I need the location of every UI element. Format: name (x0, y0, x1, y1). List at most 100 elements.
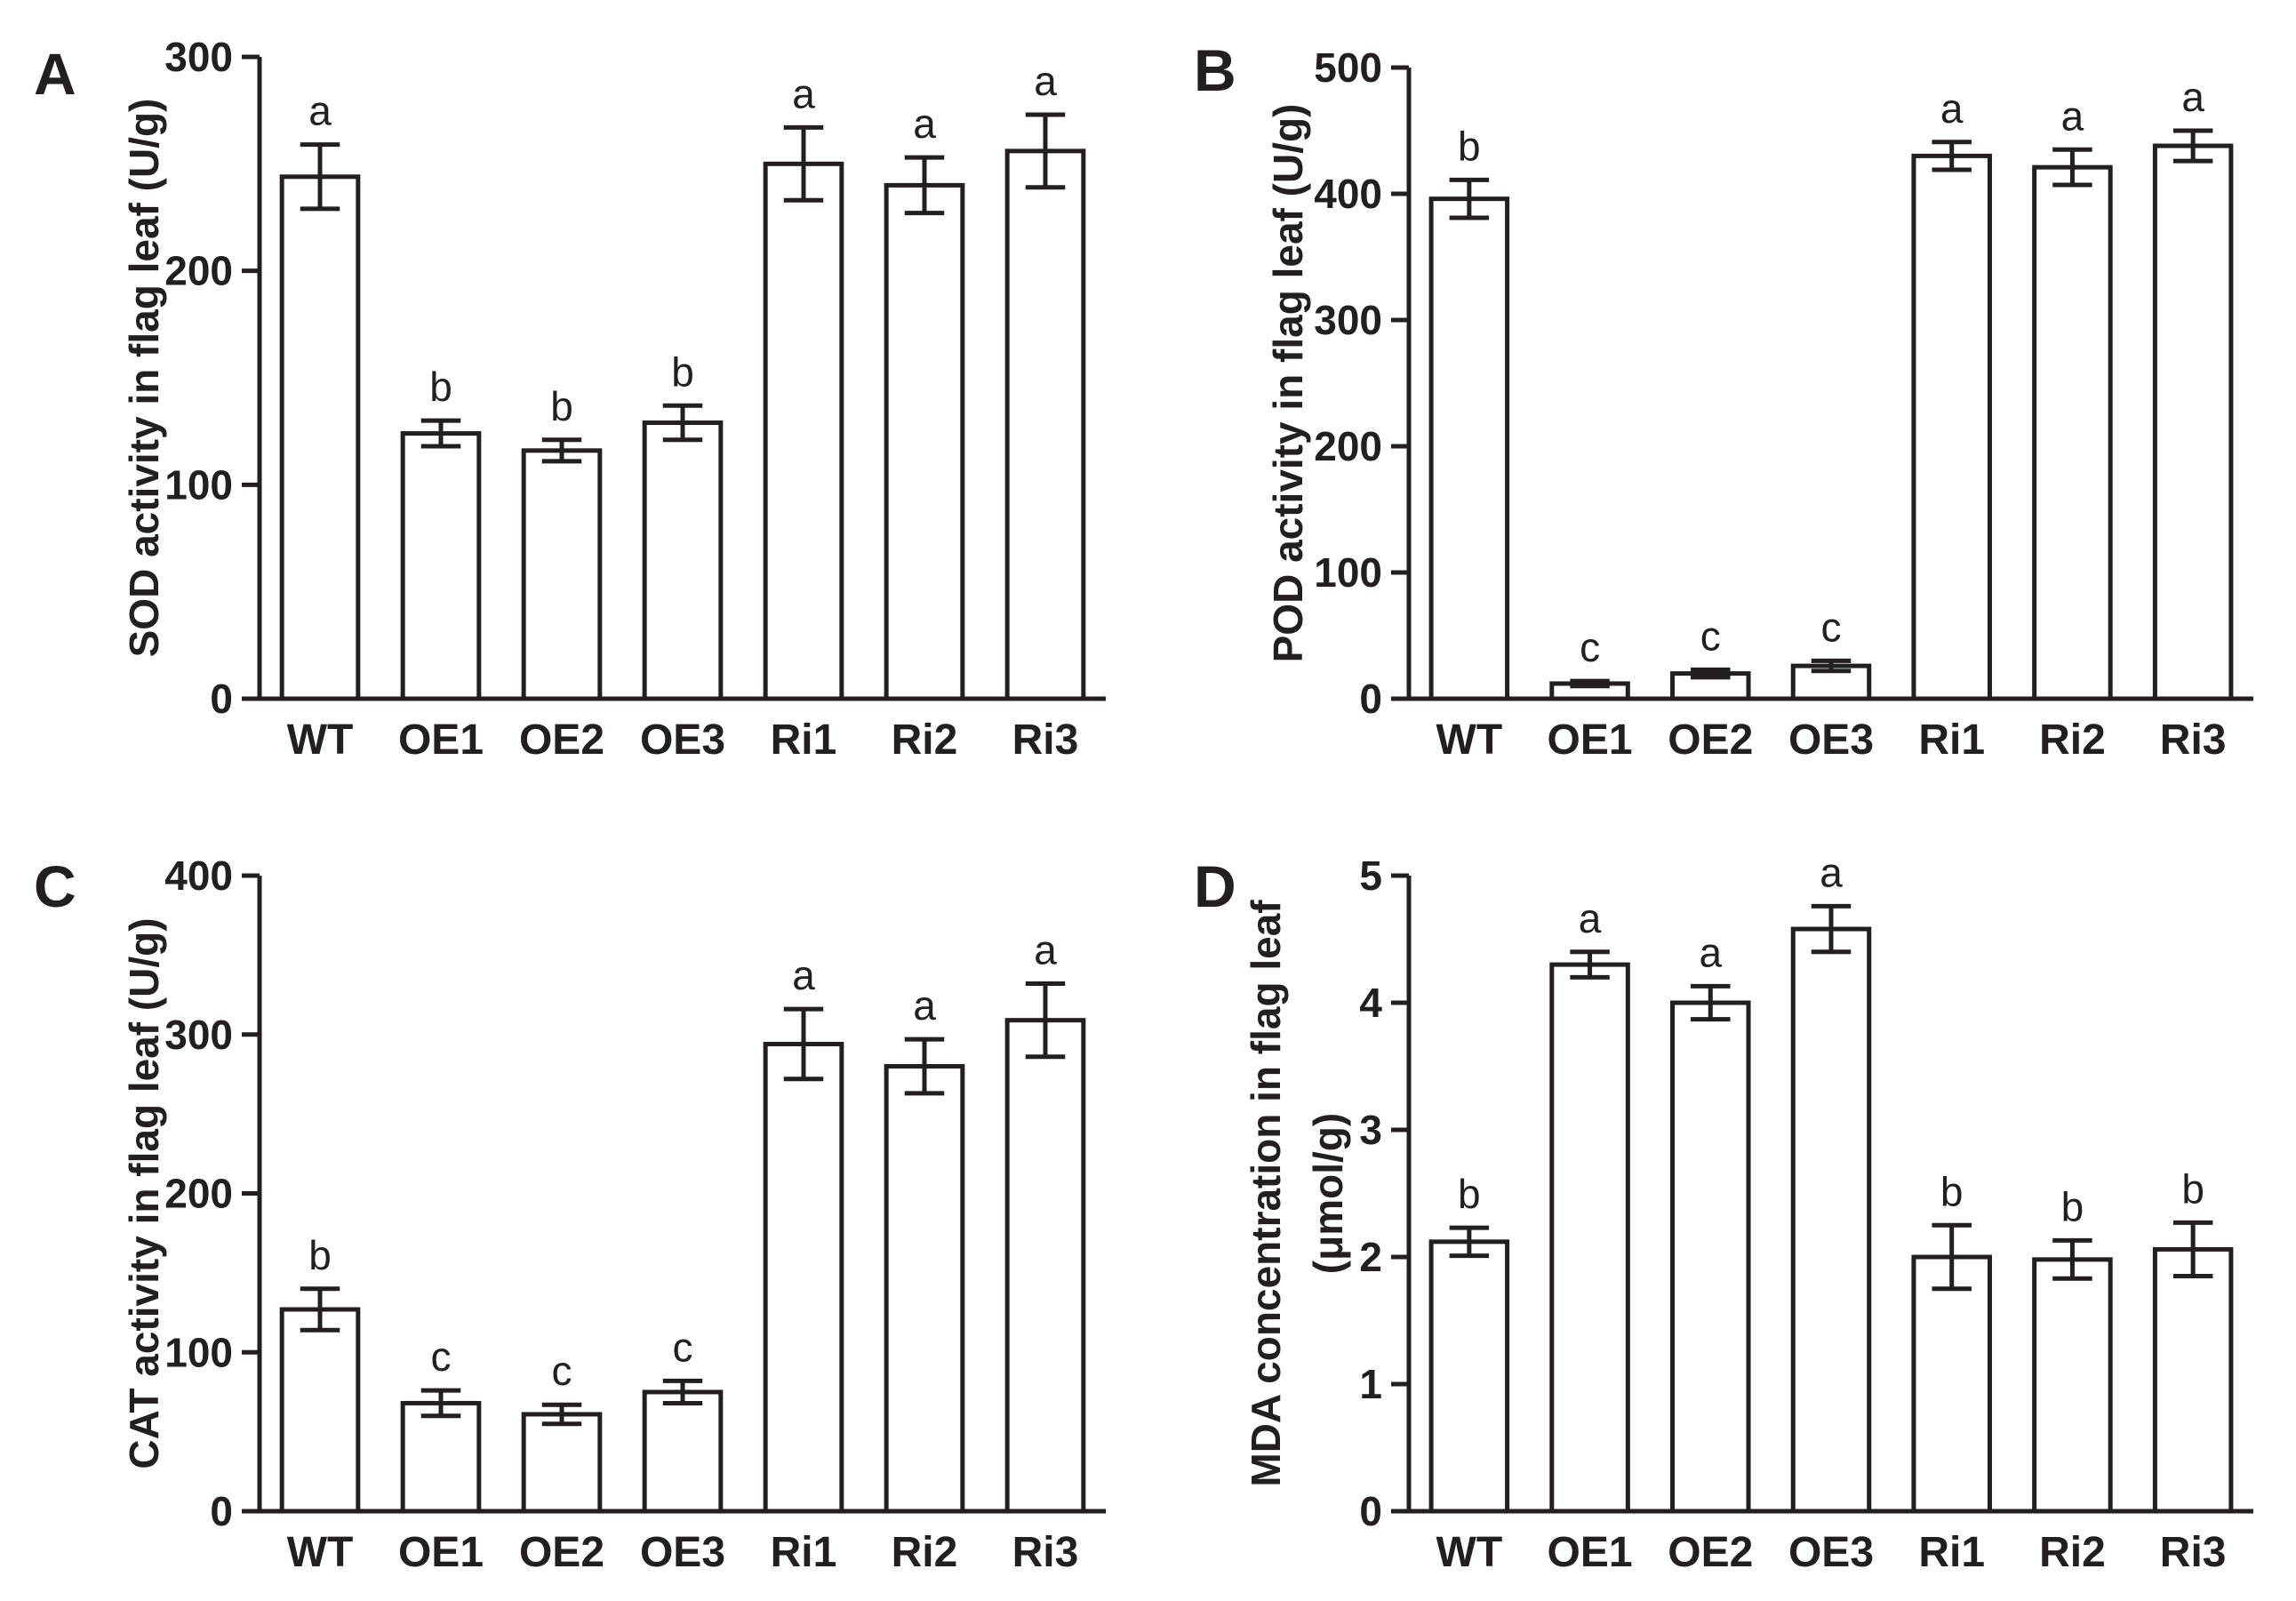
y-tick-label: 4 (1359, 980, 1382, 1026)
bar (279, 1307, 361, 1514)
significance-letter: a (2181, 74, 2204, 120)
category-label: Ri1 (1918, 716, 1985, 764)
category-label: Ri1 (1918, 1529, 1985, 1576)
y-tick-label: 0 (1359, 676, 1382, 722)
category-label: WT (287, 716, 354, 764)
panel-letter: D (1194, 853, 1236, 919)
y-tick-label: 500 (1314, 44, 1382, 91)
significance-letter: a (1820, 849, 1843, 895)
significance-letter: b (550, 383, 573, 429)
category-label: Ri2 (2039, 1529, 2106, 1576)
category-label: OE2 (1668, 1529, 1753, 1576)
category-label: OE3 (1788, 716, 1874, 764)
bar (642, 420, 724, 701)
significance-letter: c (673, 1324, 693, 1370)
significance-letter: b (671, 348, 694, 395)
significance-letter: c (1580, 624, 1600, 670)
bar (1670, 1000, 1751, 1514)
panel-letter: B (1194, 37, 1236, 103)
y-tick-label: 300 (164, 1012, 233, 1058)
significance-letter: a (1034, 927, 1057, 973)
category-label: OE1 (1548, 1529, 1633, 1576)
category-label: Ri3 (2160, 716, 2227, 764)
y-tick-label: 200 (1314, 423, 1382, 469)
bar (1428, 1239, 1510, 1514)
significance-letter: c (431, 1333, 452, 1380)
category-label: Ri1 (771, 1529, 837, 1576)
bar (400, 431, 482, 701)
significance-letter: c (1821, 604, 1842, 650)
y-tick-label: 1 (1359, 1361, 1382, 1407)
bar (763, 1041, 844, 1514)
significance-letter: c (1700, 612, 1721, 659)
category-label: Ri1 (771, 716, 837, 764)
category-label: OE3 (640, 1529, 725, 1576)
y-axis-label: (μmol/g) (1305, 1113, 1351, 1274)
y-tick-label: 400 (1314, 171, 1382, 217)
category-label: OE1 (398, 1529, 484, 1576)
category-label: Ri3 (2160, 1529, 2227, 1576)
bar (1004, 1018, 1086, 1514)
y-tick-label: 100 (164, 1329, 233, 1375)
y-tick-label: 0 (1359, 1488, 1382, 1534)
y-tick-label: 2 (1359, 1234, 1382, 1280)
category-label: WT (1436, 716, 1503, 764)
y-tick-label: 200 (164, 248, 233, 294)
panel-c: C 0 100 200 300 400 CAT activity in flag leaf … (34, 853, 1106, 1576)
panel-letter: C (34, 853, 76, 919)
category-label: WT (287, 1529, 354, 1576)
panel-d: D 0 1 2 3 4 5 MDA concentration in flag leaf (μm… (1194, 849, 2253, 1576)
significance-letter: b (2061, 1183, 2084, 1229)
category-label: OE2 (519, 1529, 604, 1576)
y-tick-label: 0 (210, 676, 233, 722)
bar (279, 174, 361, 701)
bar (1911, 1254, 1992, 1514)
bar (2032, 164, 2113, 701)
y-tick-label: 300 (164, 34, 233, 80)
bar (763, 161, 844, 701)
y-tick-label: 300 (1314, 297, 1382, 343)
bar (884, 182, 965, 701)
bar (521, 1412, 603, 1514)
y-tick-label: 100 (1314, 549, 1382, 596)
bar (884, 1064, 965, 1514)
category-label: OE2 (1668, 716, 1753, 764)
y-axis-label: CAT activity in flag leaf (U/g) (121, 917, 167, 1469)
category-label: OE1 (1548, 716, 1633, 764)
category-label: Ri2 (2039, 716, 2106, 764)
significance-letter: b (1458, 123, 1481, 169)
y-axis-label: MDA concentration in flag leaf (1243, 900, 1289, 1487)
bar (2152, 1246, 2234, 1514)
bar (1428, 196, 1510, 701)
significance-letter: a (792, 952, 815, 998)
y-tick-label: 100 (164, 461, 233, 508)
significance-letter: a (308, 88, 332, 134)
significance-letter: a (913, 100, 936, 147)
bar (642, 1389, 724, 1514)
y-tick-label: 200 (164, 1171, 233, 1217)
significance-letter: b (1458, 1171, 1481, 1217)
significance-letter: b (2181, 1165, 2204, 1212)
bar (1790, 926, 1872, 1514)
significance-letter: a (1034, 58, 1057, 104)
panel-letter: A (34, 41, 76, 107)
category-label: Ri2 (892, 1529, 958, 1576)
y-tick-label: 0 (210, 1488, 233, 1534)
significance-letter: a (792, 70, 815, 116)
category-label: OE3 (1788, 1529, 1874, 1576)
category-label: OE2 (519, 716, 604, 764)
category-label: Ri3 (1012, 1529, 1079, 1576)
significance-letter: b (1940, 1168, 1964, 1214)
bar (1549, 962, 1630, 1514)
panel-a: A 0 100 200 300 SOD activity in flag leaf (U/… (34, 34, 1106, 764)
bar (2032, 1257, 2113, 1514)
category-label: WT (1436, 1529, 1503, 1576)
significance-letter: a (913, 982, 936, 1029)
significance-letter: a (2061, 92, 2084, 139)
y-tick-label: 5 (1359, 853, 1382, 899)
significance-letter: b (308, 1232, 332, 1278)
y-tick-label: 3 (1359, 1107, 1382, 1153)
bar (1911, 153, 1992, 701)
